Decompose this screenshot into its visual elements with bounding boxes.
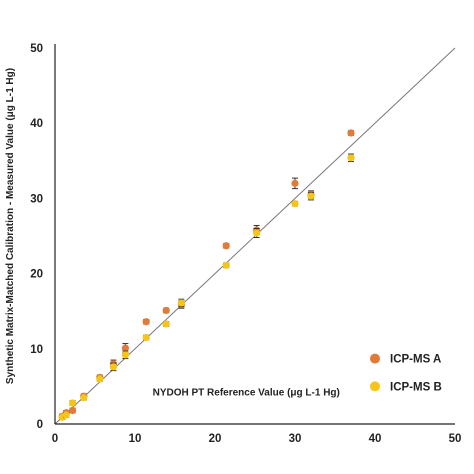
data-point [177,299,185,307]
data-point [253,229,261,237]
data-point [162,320,170,328]
data-point [222,261,230,269]
y-tick-label: 30 [30,193,43,205]
y-axis-label: Synthetic Matrix-Matched Calibration - M… [5,68,16,384]
series-icp-ms-a [58,129,355,421]
data-point [96,375,104,383]
x-tick-label: 20 [209,433,222,445]
legend-marker-icp-ms-b [370,381,380,392]
data-point [121,344,129,352]
data-point [347,154,355,162]
y-tick-label: 10 [30,344,43,356]
data-point [291,200,299,208]
data-point [347,129,355,137]
y-tick-label: 20 [30,269,43,281]
y-tick-label: 40 [30,118,43,130]
x-axis-label: NYDOH PT Reference Value (μg L-1 Hg) [153,387,340,398]
y-tick-label: 0 [37,419,43,431]
legend-label-icp-ms-a: ICP-MS A [390,354,441,366]
y-tick-label: 50 [30,43,43,55]
data-point [291,179,299,187]
data-points [58,129,355,421]
x-tick-label: 40 [369,433,382,445]
data-point [62,411,70,419]
x-axis-ticks: 0 10 20 30 40 50 [52,433,462,445]
data-point [109,363,117,371]
legend: ICP-MS A ICP-MS B [370,353,442,393]
data-point [142,318,150,326]
data-point [307,192,315,200]
data-point [121,351,129,359]
data-point [142,333,150,342]
y-axis-ticks: 0 10 20 30 40 50 [30,43,43,431]
legend-marker-icp-ms-a [370,353,380,364]
x-tick-label: 10 [129,433,142,445]
x-tick-label: 50 [449,433,462,445]
x-tick-label: 0 [52,433,58,445]
data-point [69,406,77,415]
data-point [162,306,170,315]
data-point [222,242,230,250]
series-icp-ms-b [58,153,355,421]
x-tick-label: 30 [289,433,302,445]
data-point [69,399,77,407]
legend-label-icp-ms-b: ICP-MS B [390,381,442,393]
data-point [80,394,88,402]
